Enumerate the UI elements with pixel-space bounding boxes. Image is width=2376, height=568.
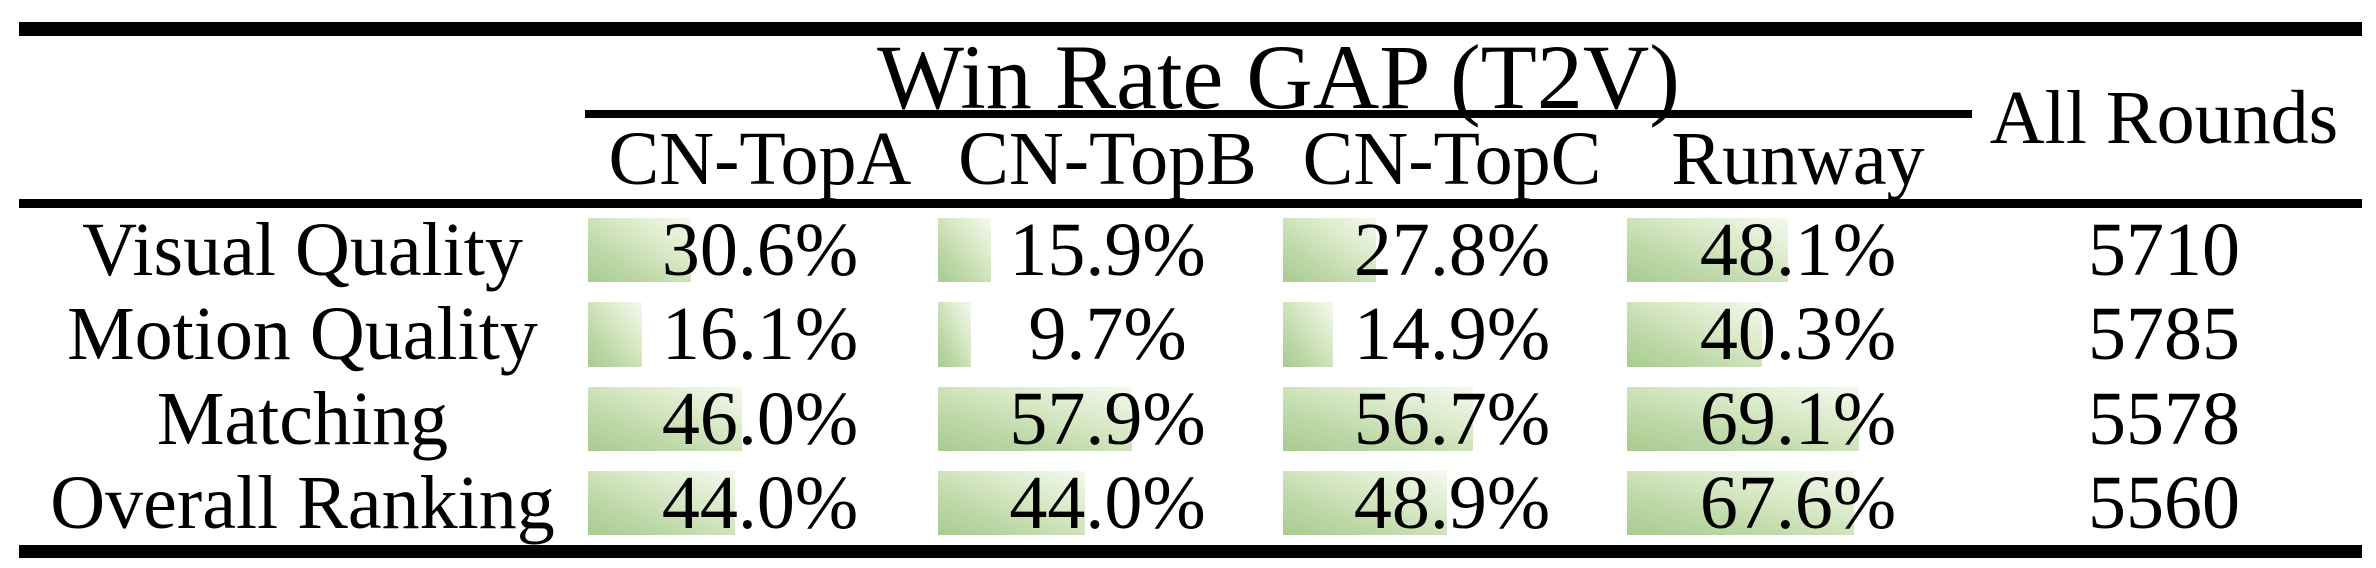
win-rate-value: 40.3% — [1699, 292, 1897, 377]
win-rate-value: 48.9% — [1353, 460, 1551, 545]
win-rate-value: 69.1% — [1699, 376, 1897, 461]
win-rate-cell: 56.7% — [1280, 377, 1624, 461]
table-row-matching: Matching 46.0% 57.9% 56.7% 69.1% 5578 — [0, 377, 2376, 461]
win-rate-value: 48.1% — [1699, 208, 1897, 293]
column-header-cn-topc: CN-TopC — [1302, 116, 1602, 201]
win-rate-cell: 48.9% — [1280, 461, 1624, 545]
win-rate-cell: 48.1% — [1624, 208, 1972, 292]
win-rate-value: 56.7% — [1353, 376, 1551, 461]
win-rate-value: 15.9% — [1009, 208, 1206, 293]
win-rate-bar — [1627, 302, 1762, 367]
win-rate-cell: 67.6% — [1624, 461, 1972, 545]
win-rate-value: 27.8% — [1353, 208, 1551, 293]
win-rate-value: 30.6% — [661, 208, 859, 293]
top-rule — [19, 22, 2362, 36]
table-row-overall-ranking: Overall Ranking 44.0% 44.0% 48.9% 67.6% … — [0, 461, 2376, 545]
win-rate-cell: 16.1% — [585, 292, 935, 376]
row-label: Motion Quality — [67, 292, 538, 377]
win-rate-bar — [588, 218, 691, 283]
header-rule — [19, 199, 2362, 208]
win-rate-cell: 44.0% — [585, 461, 935, 545]
win-rate-bar — [588, 470, 736, 535]
win-rate-bar — [1627, 386, 1859, 451]
win-rate-value: 67.6% — [1699, 460, 1897, 545]
bottom-rule — [19, 545, 2362, 558]
win-rate-value: 9.7% — [1028, 292, 1187, 377]
win-rate-value: 44.0% — [661, 460, 859, 545]
all-rounds-value: 5785 — [2088, 292, 2240, 377]
win-rate-value: 57.9% — [1009, 376, 1206, 461]
all-rounds-value: 5710 — [2088, 208, 2240, 293]
win-rate-cell: 15.9% — [935, 208, 1280, 292]
column-header-cn-topa: CN-TopA — [608, 116, 912, 201]
win-rate-bar — [1627, 470, 1854, 535]
win-rate-bar — [938, 470, 1086, 535]
win-rate-cell: 30.6% — [585, 208, 935, 292]
win-rate-bar — [1627, 218, 1789, 283]
win-rate-bar — [588, 386, 743, 451]
group-header-underline — [585, 110, 1972, 118]
win-rate-value: 46.0% — [661, 376, 859, 461]
win-rate-cell: 69.1% — [1624, 377, 1972, 461]
win-rate-cell: 27.8% — [1280, 208, 1624, 292]
column-header-all-rounds: All Rounds — [1989, 75, 2339, 160]
win-rate-bar — [938, 386, 1132, 451]
table-row-motion-quality: Motion Quality 16.1% 9.7% 14.9% 40.3% 57… — [0, 292, 2376, 376]
win-rate-bar — [938, 218, 992, 283]
row-label: Overall Ranking — [50, 460, 555, 545]
win-rate-cell: 14.9% — [1280, 292, 1624, 376]
win-rate-bar — [938, 302, 971, 367]
win-rate-bar — [588, 302, 642, 367]
group-header: Win Rate GAP (T2V) — [877, 26, 1680, 128]
table-body: Visual Quality 30.6% 15.9% 27.8% 48.1% 5… — [0, 208, 2376, 545]
table-row-visual-quality: Visual Quality 30.6% 15.9% 27.8% 48.1% 5… — [0, 208, 2376, 292]
win-rate-bar — [1283, 218, 1377, 283]
all-rounds-value: 5578 — [2088, 376, 2240, 461]
row-label: Matching — [156, 376, 449, 461]
column-header-cn-topb: CN-TopB — [958, 116, 1257, 201]
win-rate-cell: 57.9% — [935, 377, 1280, 461]
win-rate-cell: 44.0% — [935, 461, 1280, 545]
win-rate-value: 44.0% — [1009, 460, 1206, 545]
column-header-runway: Runway — [1671, 116, 1925, 201]
win-rate-cell: 46.0% — [585, 377, 935, 461]
all-rounds-value: 5560 — [2088, 460, 2240, 545]
win-rate-value: 16.1% — [661, 292, 859, 377]
row-label: Visual Quality — [82, 208, 523, 293]
win-rate-cell: 9.7% — [935, 292, 1280, 376]
win-rate-cell: 40.3% — [1624, 292, 1972, 376]
win-rate-bar — [1283, 386, 1473, 451]
win-rate-value: 14.9% — [1353, 292, 1551, 377]
win-rate-bar — [1283, 302, 1333, 367]
win-rate-bar — [1283, 470, 1447, 535]
